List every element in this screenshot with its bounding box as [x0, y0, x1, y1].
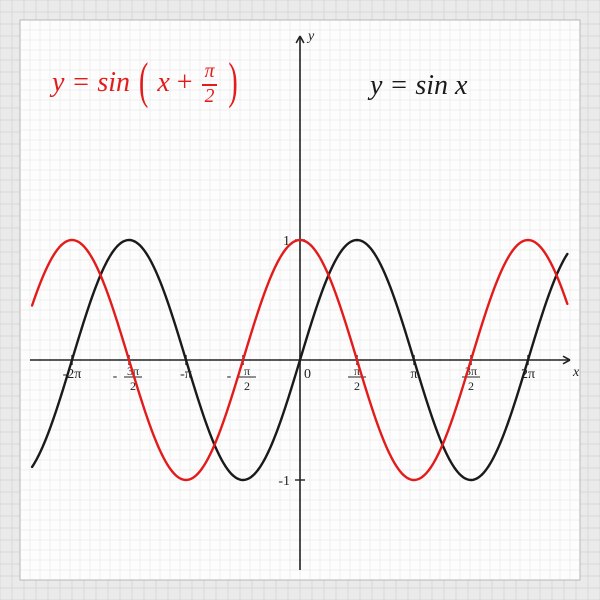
fraction-num: π — [202, 62, 218, 86]
x-axis-label: x — [572, 365, 580, 380]
svg-text:-: - — [227, 369, 232, 384]
formula-arg-var: x — [157, 67, 169, 98]
svg-text:-1: -1 — [278, 474, 290, 489]
formula-prefix: y = sin — [52, 67, 130, 98]
svg-text:0: 0 — [304, 367, 311, 382]
formula-text: y = sin x — [370, 70, 467, 101]
plus-sign: + — [177, 67, 193, 98]
formula-sine: y = sin x — [370, 72, 467, 100]
y-axis-label: y — [306, 29, 315, 44]
svg-text:2: 2 — [244, 379, 250, 393]
figure-root: xy-2π-3π2-π-π20π2π3π22π1-1 y = sin ( x +… — [0, 0, 600, 600]
svg-text:π: π — [244, 364, 250, 378]
fraction-pi-over-2: π 2 — [202, 62, 218, 107]
open-paren: ( — [139, 58, 148, 108]
fraction-den: 2 — [202, 86, 218, 108]
formula-shifted-sine: y = sin ( x + π 2 ) — [52, 62, 240, 107]
close-paren: ) — [228, 58, 237, 108]
svg-text:2: 2 — [468, 379, 474, 393]
svg-text:2: 2 — [354, 379, 360, 393]
svg-text:-: - — [113, 369, 118, 384]
